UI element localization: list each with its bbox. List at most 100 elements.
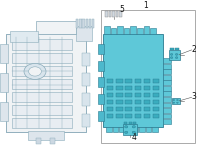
Bar (0, 73, 8, 92)
Bar (116, 86, 123, 90)
Bar (169, 50, 180, 60)
Bar (135, 100, 141, 104)
Bar (144, 93, 150, 97)
Bar (112, 11, 115, 17)
Bar (107, 114, 113, 118)
Bar (98, 77, 104, 87)
Bar (144, 86, 150, 90)
Bar (89, 19, 91, 28)
Bar (152, 127, 158, 132)
Bar (76, 26, 92, 41)
Circle shape (132, 126, 135, 128)
Bar (153, 107, 159, 111)
Bar (163, 69, 171, 74)
Text: 5: 5 (120, 5, 124, 14)
Bar (175, 48, 179, 50)
Bar (109, 11, 111, 17)
Bar (163, 102, 171, 107)
Bar (82, 19, 85, 28)
Bar (125, 107, 132, 111)
Bar (146, 127, 151, 132)
Bar (144, 114, 150, 118)
Bar (135, 107, 141, 111)
Bar (116, 114, 123, 118)
Bar (117, 26, 123, 34)
Circle shape (24, 64, 46, 79)
Bar (79, 19, 82, 28)
Circle shape (29, 67, 41, 76)
Bar (163, 108, 171, 113)
Bar (101, 10, 195, 143)
Bar (116, 93, 123, 97)
Bar (129, 122, 132, 124)
Bar (163, 64, 171, 69)
Bar (12, 66, 72, 76)
Bar (107, 107, 113, 111)
Bar (12, 105, 72, 115)
Bar (119, 127, 125, 132)
Bar (0, 102, 8, 121)
Circle shape (132, 131, 135, 133)
Bar (170, 48, 174, 50)
Bar (125, 100, 132, 104)
Bar (12, 39, 72, 50)
Bar (0, 44, 8, 63)
Bar (163, 75, 171, 80)
Bar (125, 93, 132, 97)
Bar (76, 19, 78, 28)
Bar (116, 11, 118, 17)
Bar (153, 93, 159, 97)
Text: 2: 2 (192, 45, 196, 54)
Bar (119, 11, 122, 17)
Bar (12, 118, 72, 128)
Bar (98, 44, 104, 54)
Bar (10, 31, 38, 42)
Bar (82, 52, 90, 66)
Bar (82, 73, 90, 86)
Text: 1: 1 (144, 1, 148, 10)
Text: 3: 3 (192, 92, 196, 101)
Bar (111, 28, 116, 34)
Bar (98, 61, 104, 71)
Bar (123, 124, 137, 135)
Bar (36, 21, 76, 34)
Circle shape (125, 131, 128, 133)
Circle shape (177, 100, 178, 101)
Bar (116, 107, 123, 111)
Bar (144, 107, 150, 111)
Bar (163, 91, 171, 96)
Bar (98, 94, 104, 104)
Bar (105, 11, 108, 17)
Circle shape (170, 54, 173, 55)
Bar (133, 122, 136, 124)
Bar (163, 97, 171, 102)
Bar (107, 93, 113, 97)
Bar (113, 127, 118, 132)
Circle shape (177, 102, 178, 103)
Bar (98, 111, 104, 121)
Circle shape (175, 54, 178, 55)
Bar (150, 28, 156, 34)
Bar (144, 26, 149, 34)
Bar (163, 114, 171, 118)
Bar (92, 19, 94, 28)
Bar (163, 58, 171, 63)
Bar (86, 19, 88, 28)
Bar (153, 86, 159, 90)
Bar (50, 138, 55, 144)
Bar (153, 79, 159, 83)
Bar (153, 100, 159, 104)
Circle shape (125, 126, 128, 128)
Bar (137, 28, 143, 34)
Bar (82, 114, 90, 127)
Bar (106, 127, 112, 132)
Bar (130, 26, 136, 34)
Bar (107, 86, 113, 90)
Bar (12, 79, 72, 89)
Text: 4: 4 (132, 133, 136, 142)
Bar (163, 119, 171, 124)
Bar (135, 86, 141, 90)
Bar (6, 34, 86, 132)
Bar (82, 93, 90, 106)
Bar (135, 79, 141, 83)
